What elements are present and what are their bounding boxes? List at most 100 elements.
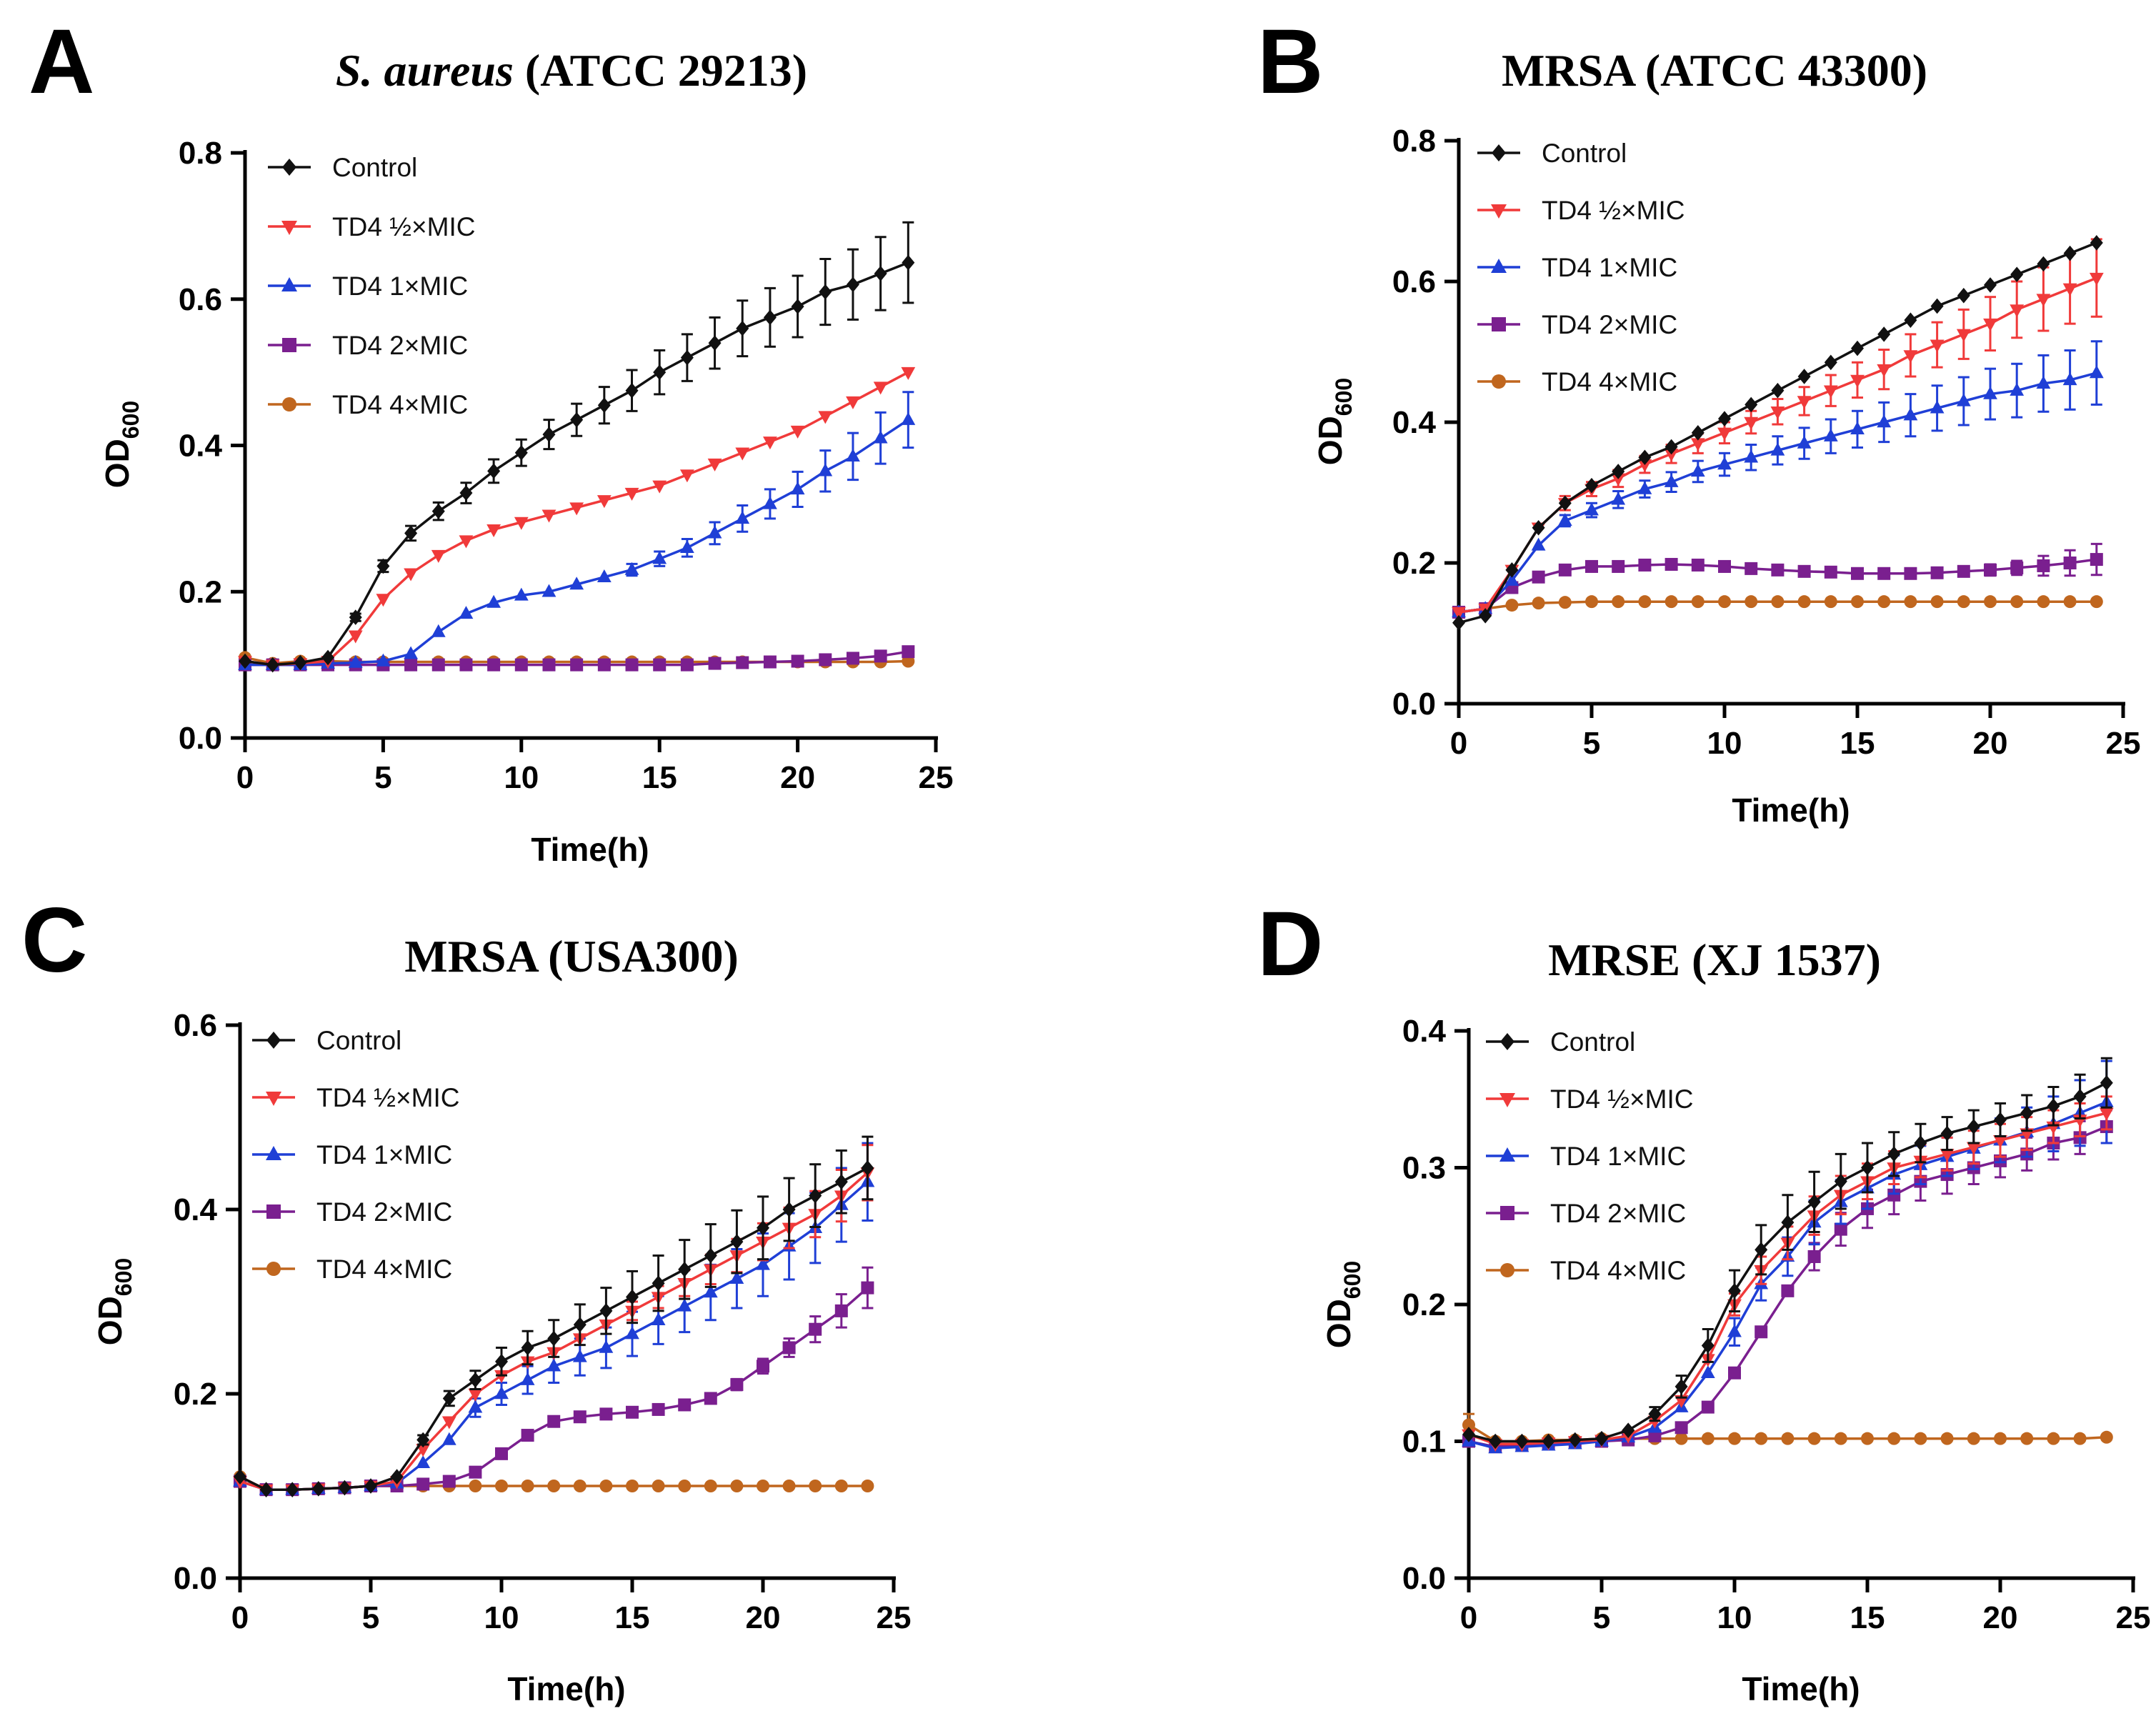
data-point bbox=[1797, 595, 1811, 609]
y-tick-label: 0.4 bbox=[174, 1192, 218, 1227]
data-point bbox=[599, 1340, 614, 1353]
data-point bbox=[1887, 1188, 1901, 1202]
legend-label: TD4 2×MIC bbox=[332, 331, 468, 360]
data-point bbox=[846, 396, 860, 409]
data-point bbox=[809, 1322, 822, 1336]
data-point bbox=[487, 658, 501, 672]
data-point bbox=[1675, 1379, 1688, 1395]
series-line bbox=[239, 1287, 869, 1491]
data-point bbox=[1504, 572, 1519, 586]
series-td4-1-mic bbox=[238, 391, 916, 670]
data-point bbox=[626, 1480, 639, 1492]
data-point bbox=[1479, 608, 1492, 624]
data-point bbox=[902, 645, 915, 659]
data-point bbox=[2047, 1432, 2060, 1445]
data-point bbox=[1531, 537, 1546, 551]
data-point bbox=[2100, 1430, 2113, 1444]
data-point bbox=[1584, 502, 1599, 516]
data-point bbox=[1834, 1432, 1847, 1445]
data-point bbox=[1505, 599, 1519, 612]
data-point bbox=[1797, 369, 1811, 384]
x-tick-label: 10 bbox=[1717, 1600, 1752, 1635]
data-point bbox=[1797, 396, 1812, 409]
data-point bbox=[1701, 1337, 1715, 1354]
data-point bbox=[1994, 1112, 2007, 1128]
title-strain: MRSA (ATCC 43300) bbox=[1502, 45, 1927, 96]
data-point bbox=[1771, 563, 1785, 577]
data-point bbox=[707, 458, 722, 472]
data-point bbox=[704, 1247, 717, 1264]
data-point bbox=[1637, 481, 1652, 494]
data-point bbox=[1701, 1400, 1715, 1414]
series-td4-4-mic bbox=[1452, 595, 2103, 619]
series-td4-1-mic bbox=[1452, 340, 2104, 618]
legend-marker bbox=[1491, 204, 1507, 219]
data-point bbox=[1585, 559, 1598, 573]
data-point bbox=[1940, 1432, 1954, 1445]
x-tick-label: 0 bbox=[236, 760, 254, 795]
data-point bbox=[704, 1392, 717, 1405]
data-point bbox=[1648, 1406, 1662, 1422]
panel-letter: C bbox=[21, 889, 87, 992]
data-point bbox=[1877, 364, 1892, 377]
data-point bbox=[873, 381, 888, 395]
y-tick-label: 0.3 bbox=[1402, 1151, 1446, 1186]
data-point bbox=[416, 1432, 430, 1448]
data-point bbox=[678, 1480, 692, 1492]
data-point bbox=[266, 657, 279, 673]
data-point bbox=[625, 658, 639, 672]
x-tick-label: 5 bbox=[1583, 726, 1600, 761]
data-point bbox=[1984, 277, 1997, 293]
x-tick-label: 5 bbox=[362, 1600, 379, 1635]
data-point bbox=[1904, 567, 1917, 580]
data-point bbox=[1877, 567, 1891, 580]
data-point bbox=[376, 558, 390, 574]
data-point bbox=[2047, 1098, 2060, 1114]
data-point bbox=[597, 569, 612, 582]
data-point bbox=[2020, 1105, 2034, 1121]
y-tick-label: 0.1 bbox=[1402, 1425, 1446, 1460]
data-point bbox=[763, 655, 777, 669]
data-point bbox=[459, 606, 474, 619]
legend-label: Control bbox=[332, 153, 417, 182]
data-point bbox=[819, 653, 832, 667]
legend-marker bbox=[1491, 259, 1507, 273]
data-point bbox=[2037, 256, 2050, 272]
legend-marker bbox=[1499, 1093, 1515, 1107]
data-point bbox=[1718, 411, 1731, 426]
data-point bbox=[708, 335, 722, 351]
y-axis-title-main: OD bbox=[1320, 1299, 1357, 1348]
data-point bbox=[2090, 595, 2103, 609]
data-point bbox=[599, 1303, 613, 1319]
data-point bbox=[1904, 595, 1917, 609]
data-point bbox=[416, 1455, 431, 1468]
data-point bbox=[678, 1262, 692, 1277]
y-axis-title-main: OD bbox=[91, 1296, 129, 1345]
data-point bbox=[2062, 372, 2077, 386]
data-point bbox=[495, 1354, 508, 1370]
data-point bbox=[547, 1480, 561, 1492]
legend-label: TD4 ½×MIC bbox=[1542, 196, 1685, 225]
panel-c: C MRSA (USA300) 0 5 10 15 20 25 0.0 0.2 0.4 0.6 Time… bbox=[21, 889, 911, 1707]
y-tick-label: 0.4 bbox=[179, 429, 223, 464]
data-point bbox=[1877, 595, 1891, 609]
data-point bbox=[1452, 614, 1465, 631]
data-point bbox=[442, 1475, 456, 1488]
data-point bbox=[1532, 597, 1545, 610]
data-point bbox=[1505, 562, 1519, 578]
legend-label: TD4 4×MIC bbox=[1542, 367, 1677, 396]
data-point bbox=[1957, 287, 1970, 304]
data-point bbox=[735, 511, 750, 524]
data-point bbox=[809, 1480, 822, 1492]
data-point bbox=[1558, 495, 1572, 512]
data-point bbox=[1675, 1432, 1688, 1445]
data-point bbox=[404, 568, 418, 582]
data-point bbox=[1797, 435, 1812, 449]
y-tick-label: 0.2 bbox=[174, 1377, 217, 1412]
y-axis-title-subscript: 600 bbox=[1339, 1261, 1365, 1299]
data-point bbox=[1745, 396, 1758, 413]
y-tick-label: 0.2 bbox=[1392, 546, 1436, 581]
legend-marker bbox=[266, 1146, 281, 1160]
data-point bbox=[547, 1415, 561, 1428]
legend: Control TD4 ½×MIC TD4 1×MIC TD4 2×MIC TD4 4×… bbox=[1486, 1027, 1693, 1285]
